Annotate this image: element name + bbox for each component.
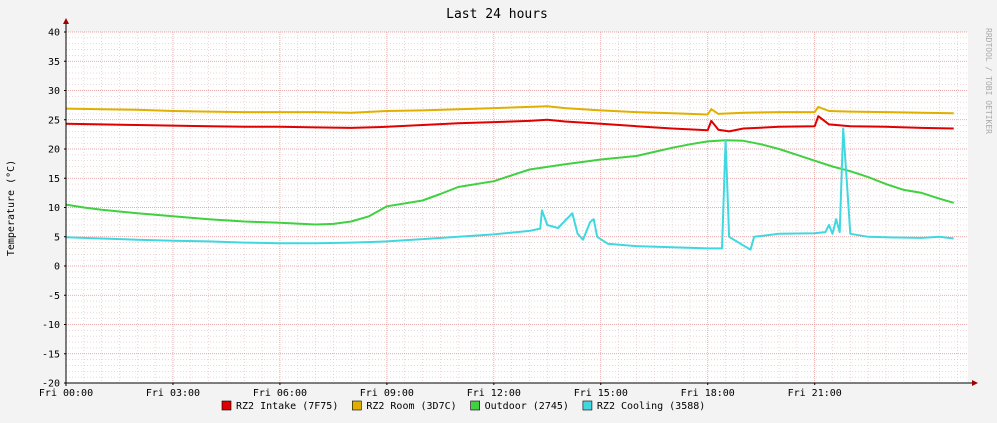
legend-label-2: RZ2 Room (3D7C) (366, 401, 456, 412)
minor-grid (66, 32, 968, 383)
legend-label-4: RZ2 Cooling (3588) (597, 401, 705, 412)
y-tick-label: -20 (42, 379, 60, 390)
y-tick-label: -15 (42, 349, 60, 360)
x-tick-label: Fri 18:00 (681, 388, 735, 399)
legend-label-1: RZ2 Intake (7F75) (236, 401, 338, 412)
x-tick-label: Fri 06:00 (253, 388, 307, 399)
chart-title: Last 24 hours (446, 7, 548, 22)
y-axis-label: Temperature (°C) (6, 160, 17, 256)
legend-label-3: Outdoor (2745) (485, 401, 569, 412)
legend-swatch-3 (470, 400, 480, 411)
x-tick-label: Fri 09:00 (360, 388, 414, 399)
x-tick-label: Fri 15:00 (574, 388, 628, 399)
y-tick-label: 20 (48, 145, 60, 156)
y-axis-arrow (63, 18, 69, 24)
y-tick-label: 35 (48, 57, 60, 68)
y-tick-label: 15 (48, 174, 60, 185)
legend-swatch-1 (221, 400, 232, 411)
legend: RZ2 Intake (7F75) RZ2 Room (3D7C) Outdoor … (221, 400, 705, 412)
x-axis-arrow (972, 380, 978, 386)
y-tick-label: -10 (42, 320, 60, 331)
y-tick-label: 25 (48, 115, 60, 126)
series-lines (65, 105, 954, 251)
y-tick-label: 30 (48, 86, 60, 97)
x-tick-label: Fri 03:00 (146, 388, 200, 399)
axes (63, 18, 978, 386)
y-tick-label: 40 (48, 28, 60, 39)
series-line-1 (65, 115, 954, 133)
y-tick-label: 10 (48, 203, 60, 214)
watermark: RRDTOOL / TOBI OETIKER (984, 28, 993, 134)
y-tick-label: 5 (54, 232, 60, 243)
series-line-4 (65, 127, 954, 251)
legend-swatch-2 (352, 400, 362, 411)
series-line-2 (65, 105, 954, 116)
y-tick-label: -5 (48, 291, 60, 302)
major-grid (65, 31, 968, 384)
x-tick-label: Fri 21:00 (788, 388, 842, 399)
legend-swatch-4 (582, 400, 593, 411)
y-tick-label: 0 (54, 262, 60, 273)
x-tick-label: Fri 12:00 (467, 388, 521, 399)
x-tick-label: Fri 00:00 (39, 388, 93, 399)
